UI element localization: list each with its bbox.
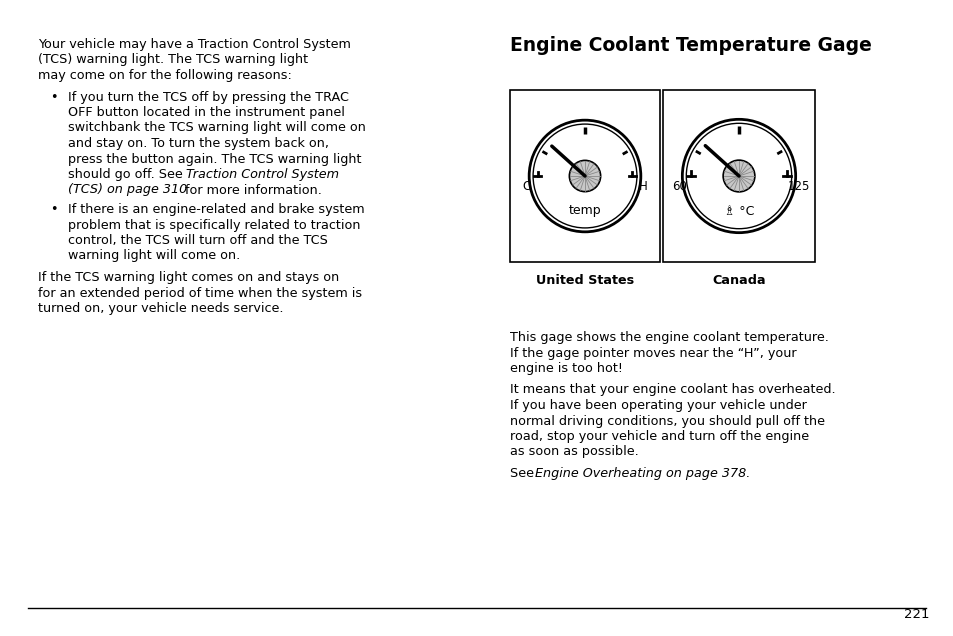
Text: If the TCS warning light comes on and stays on: If the TCS warning light comes on and st… (38, 271, 339, 284)
Text: H: H (639, 179, 647, 193)
Text: control, the TCS will turn off and the TCS: control, the TCS will turn off and the T… (68, 234, 328, 247)
Text: 221: 221 (903, 607, 929, 621)
Text: 125: 125 (786, 180, 809, 193)
Text: 60: 60 (671, 180, 686, 193)
Text: See: See (510, 467, 537, 480)
Text: ♗ °C: ♗ °C (723, 205, 754, 218)
Text: warning light will come on.: warning light will come on. (68, 249, 240, 263)
Text: and stay on. To turn the system back on,: and stay on. To turn the system back on, (68, 137, 329, 150)
Text: road, stop your vehicle and turn off the engine: road, stop your vehicle and turn off the… (510, 430, 808, 443)
Text: It means that your engine coolant has overheated.: It means that your engine coolant has ov… (510, 384, 835, 396)
Circle shape (685, 123, 791, 229)
Text: If the gage pointer moves near the “H”, your: If the gage pointer moves near the “H”, … (510, 347, 796, 359)
Circle shape (681, 120, 795, 233)
Text: •: • (50, 90, 57, 104)
Circle shape (533, 124, 637, 228)
Text: engine is too hot!: engine is too hot! (510, 362, 622, 375)
Text: (TCS) on page 310: (TCS) on page 310 (68, 184, 187, 197)
Text: should go off. See: should go off. See (68, 168, 187, 181)
Text: turned on, your vehicle needs service.: turned on, your vehicle needs service. (38, 302, 283, 315)
Text: as soon as possible.: as soon as possible. (510, 445, 639, 459)
Text: press the button again. The TCS warning light: press the button again. The TCS warning … (68, 153, 361, 165)
Text: If you turn the TCS off by pressing the TRAC: If you turn the TCS off by pressing the … (68, 90, 349, 104)
Circle shape (569, 160, 600, 191)
Text: normal driving conditions, you should pull off the: normal driving conditions, you should pu… (510, 415, 824, 427)
Text: temp: temp (568, 204, 600, 217)
Text: •: • (50, 203, 57, 216)
Bar (510, 90, 659, 262)
Text: Traction Control System: Traction Control System (186, 168, 338, 181)
Circle shape (529, 120, 640, 232)
Text: (TCS) warning light. The TCS warning light: (TCS) warning light. The TCS warning lig… (38, 53, 308, 67)
Text: Engine Coolant Temperature Gage: Engine Coolant Temperature Gage (510, 36, 871, 55)
Text: for an extended period of time when the system is: for an extended period of time when the … (38, 286, 362, 300)
Text: If there is an engine-related and brake system: If there is an engine-related and brake … (68, 203, 364, 216)
Text: Canada: Canada (712, 274, 765, 287)
Text: Your vehicle may have a Traction Control System: Your vehicle may have a Traction Control… (38, 38, 351, 51)
Bar (662, 90, 814, 262)
Text: switchbank the TCS warning light will come on: switchbank the TCS warning light will co… (68, 121, 366, 134)
Text: C: C (521, 179, 530, 193)
Text: problem that is specifically related to traction: problem that is specifically related to … (68, 219, 360, 232)
Text: may come on for the following reasons:: may come on for the following reasons: (38, 69, 292, 82)
Text: United States: United States (536, 274, 634, 287)
Circle shape (722, 160, 754, 192)
Text: This gage shows the engine coolant temperature.: This gage shows the engine coolant tempe… (510, 331, 828, 344)
Text: Engine Overheating on page 378.: Engine Overheating on page 378. (535, 467, 749, 480)
Text: for more information.: for more information. (181, 184, 321, 197)
Text: OFF button located in the instrument panel: OFF button located in the instrument pan… (68, 106, 345, 119)
Text: If you have been operating your vehicle under: If you have been operating your vehicle … (510, 399, 806, 412)
